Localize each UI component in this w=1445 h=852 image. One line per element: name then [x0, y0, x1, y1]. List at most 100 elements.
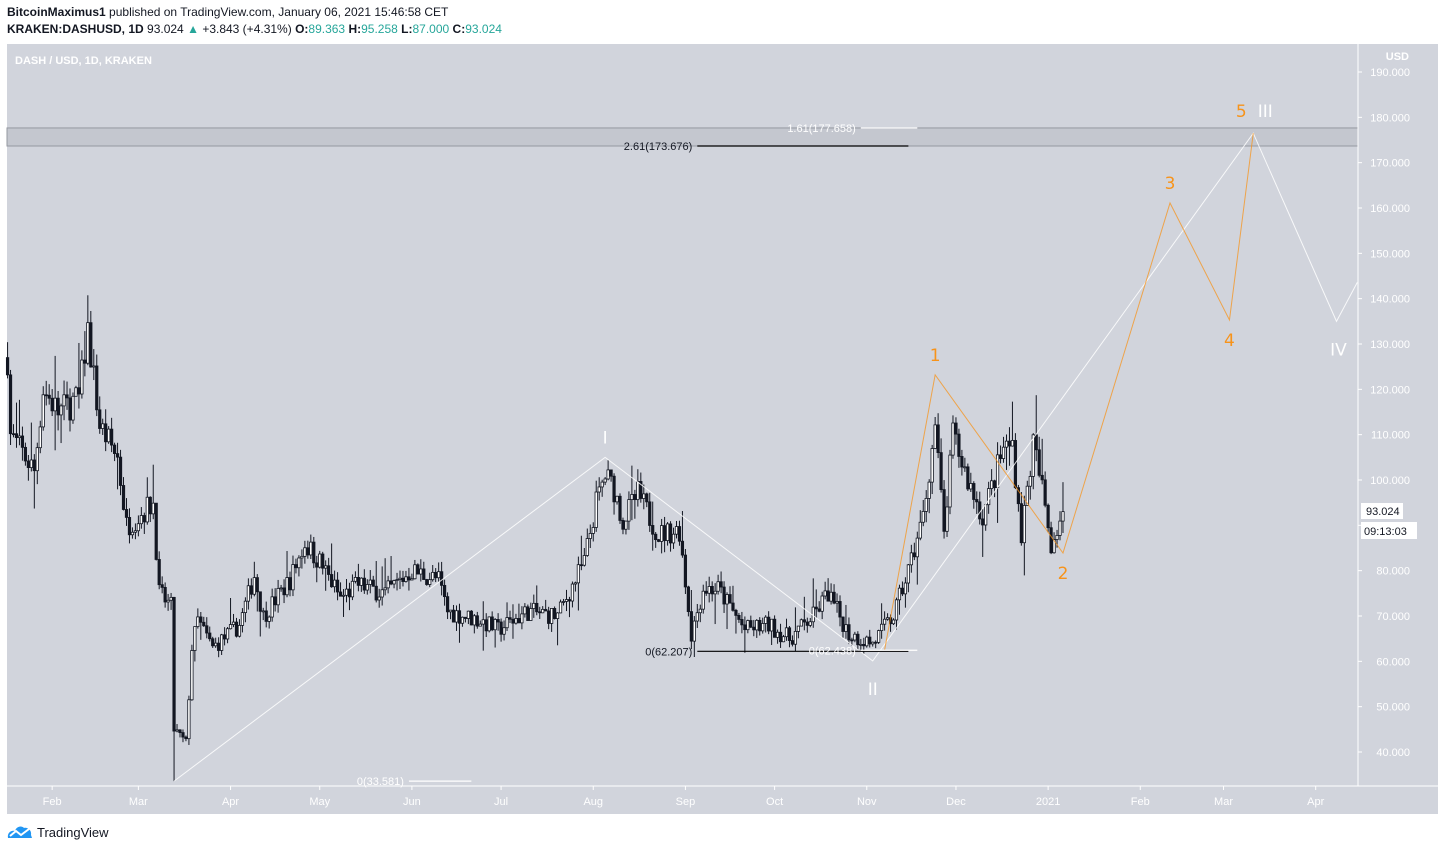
candle-up [891, 619, 896, 625]
time-tick-label: Mar [129, 796, 148, 808]
price-tick-label: 190.000 [1370, 67, 1410, 79]
candle-up [243, 600, 248, 614]
candle-up [175, 729, 179, 732]
candle-down [154, 502, 158, 560]
author[interactable]: BitcoinMaximus1 [7, 5, 106, 19]
candle-down [773, 618, 777, 638]
candle-up [303, 547, 307, 557]
high-value: 95.258 [361, 22, 398, 36]
time-axis[interactable]: Feb Mar Apr May Jun Jul Aug Sep Oct Nov Dec 2021 Feb… [43, 786, 1325, 808]
candle-down [993, 480, 997, 488]
candle-down [787, 627, 792, 641]
candle-up [291, 564, 295, 591]
published-text: published on TradingView.com, January 06… [109, 5, 449, 19]
candle-up [945, 506, 949, 532]
candle-up [187, 699, 191, 740]
time-tick-label: Feb [1131, 796, 1150, 808]
candle-up [332, 579, 337, 588]
triangle-up-icon: ▲ [187, 22, 199, 36]
candle-down [422, 568, 426, 580]
candle-up [897, 587, 902, 601]
candle-down [1016, 487, 1020, 505]
candle-up [368, 579, 372, 585]
candle-down [683, 554, 688, 588]
candle-up [674, 526, 679, 535]
minor-wave-line [884, 133, 1254, 651]
candle-up [564, 599, 569, 602]
time-tick-label: Apr [222, 796, 239, 808]
candle-up [1001, 446, 1006, 459]
candle-down [900, 587, 905, 595]
candle-up [555, 612, 560, 619]
candle-up [228, 624, 233, 630]
candle-up [107, 428, 111, 443]
candle-up [130, 531, 135, 536]
candle-up [514, 618, 518, 624]
time-tick-label: Aug [583, 796, 603, 808]
candle-down [273, 596, 277, 606]
candle-up [80, 359, 84, 395]
candle-down [609, 469, 613, 477]
candle-down [327, 565, 331, 575]
price-tick-label: 50.000 [1376, 702, 1410, 714]
candle-up [597, 486, 601, 493]
candle-down [850, 639, 854, 642]
candle-up [169, 596, 173, 601]
candle-down [98, 409, 102, 429]
candles [5, 295, 1065, 782]
candle-up [823, 590, 827, 597]
chart-background [7, 44, 1438, 814]
countdown-label: 09:13:03 [1364, 526, 1407, 538]
candle-up [300, 555, 304, 559]
candle-down [734, 609, 738, 616]
candle-up [1010, 440, 1015, 447]
price-tick-label: 40.000 [1376, 747, 1410, 759]
candle-up [487, 616, 491, 632]
candle-down [104, 423, 108, 443]
candle-up [835, 601, 839, 604]
candle-up [903, 582, 908, 595]
candle-up [502, 627, 506, 635]
candle-down [668, 523, 673, 544]
candle-down [975, 499, 979, 503]
candle-up [880, 623, 884, 632]
brand-name[interactable]: TradingView [37, 824, 109, 840]
candle-up [877, 630, 881, 643]
candle-up [1055, 535, 1059, 540]
candle-down [208, 632, 212, 640]
candle-up [963, 466, 967, 469]
candle-up [948, 454, 952, 508]
candle-down [475, 615, 479, 627]
candle-up [585, 538, 589, 556]
candle-up [844, 624, 848, 632]
candle-down [1043, 479, 1047, 506]
candle-down [544, 608, 548, 612]
candle-up [398, 577, 402, 580]
candle-up [600, 481, 604, 488]
candle-down [222, 634, 227, 640]
candle-down [14, 433, 19, 439]
candle-up [344, 588, 349, 596]
candle-up [261, 610, 265, 613]
candle-down [306, 547, 310, 556]
candle-down [838, 601, 842, 618]
candle-down [1049, 527, 1053, 554]
candle-down [65, 394, 69, 399]
candle-up [775, 631, 780, 638]
last-price-box [1361, 503, 1403, 519]
candle-down [44, 394, 48, 397]
candle-up [145, 496, 149, 523]
candle-down [484, 619, 488, 632]
candle-up [279, 587, 283, 590]
candle-down [737, 615, 741, 620]
candle-up [725, 594, 729, 605]
candle-up [660, 525, 664, 542]
candle-up [225, 628, 230, 640]
candle-up [252, 577, 256, 595]
candle-up [136, 523, 140, 532]
currency-label: USD [1386, 51, 1409, 63]
candle-up [582, 555, 586, 566]
time-tick-label: Oct [766, 796, 783, 808]
candle-down [205, 625, 209, 634]
